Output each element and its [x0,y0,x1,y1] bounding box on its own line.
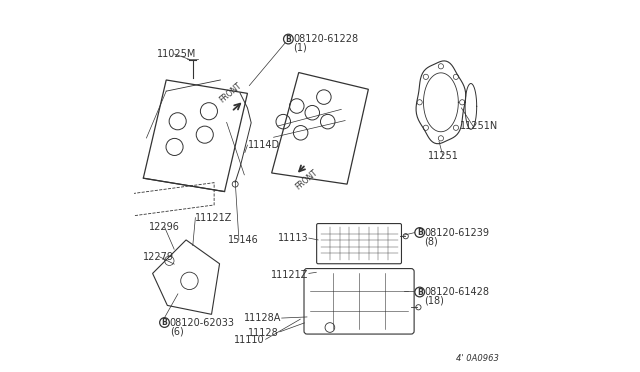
Text: B: B [417,228,422,237]
Text: 11110: 11110 [234,336,265,345]
Text: 4' 0A0963: 4' 0A0963 [456,354,499,363]
Text: 08120-62033: 08120-62033 [170,318,235,327]
Text: 1114D: 1114D [248,140,280,150]
Text: 11251N: 11251N [460,122,498,131]
Text: 11025M: 11025M [157,49,196,59]
Text: 12296: 12296 [149,222,180,232]
Circle shape [415,228,424,237]
Circle shape [284,34,293,44]
Text: FRONT: FRONT [293,168,319,192]
Text: 15146: 15146 [228,235,259,245]
Text: B: B [162,318,168,327]
Text: (8): (8) [424,236,438,246]
Text: 11113: 11113 [278,233,308,243]
Text: 08120-61228: 08120-61228 [293,34,358,44]
Text: 08120-61428: 08120-61428 [424,287,490,297]
Circle shape [415,287,424,297]
Text: FRONT: FRONT [218,81,244,105]
Text: (1): (1) [293,43,307,52]
Text: 12279: 12279 [143,252,174,262]
Text: 11128A: 11128A [244,313,281,323]
Text: B: B [285,35,291,44]
Text: 11128: 11128 [248,328,279,338]
Text: 11251: 11251 [428,151,459,161]
Text: B: B [417,288,422,296]
Text: 11121Z: 11121Z [271,270,308,280]
Text: (6): (6) [170,326,184,336]
Circle shape [159,318,170,327]
Text: 11121Z: 11121Z [195,213,233,222]
Text: (18): (18) [424,296,444,305]
Text: 08120-61239: 08120-61239 [424,228,490,237]
